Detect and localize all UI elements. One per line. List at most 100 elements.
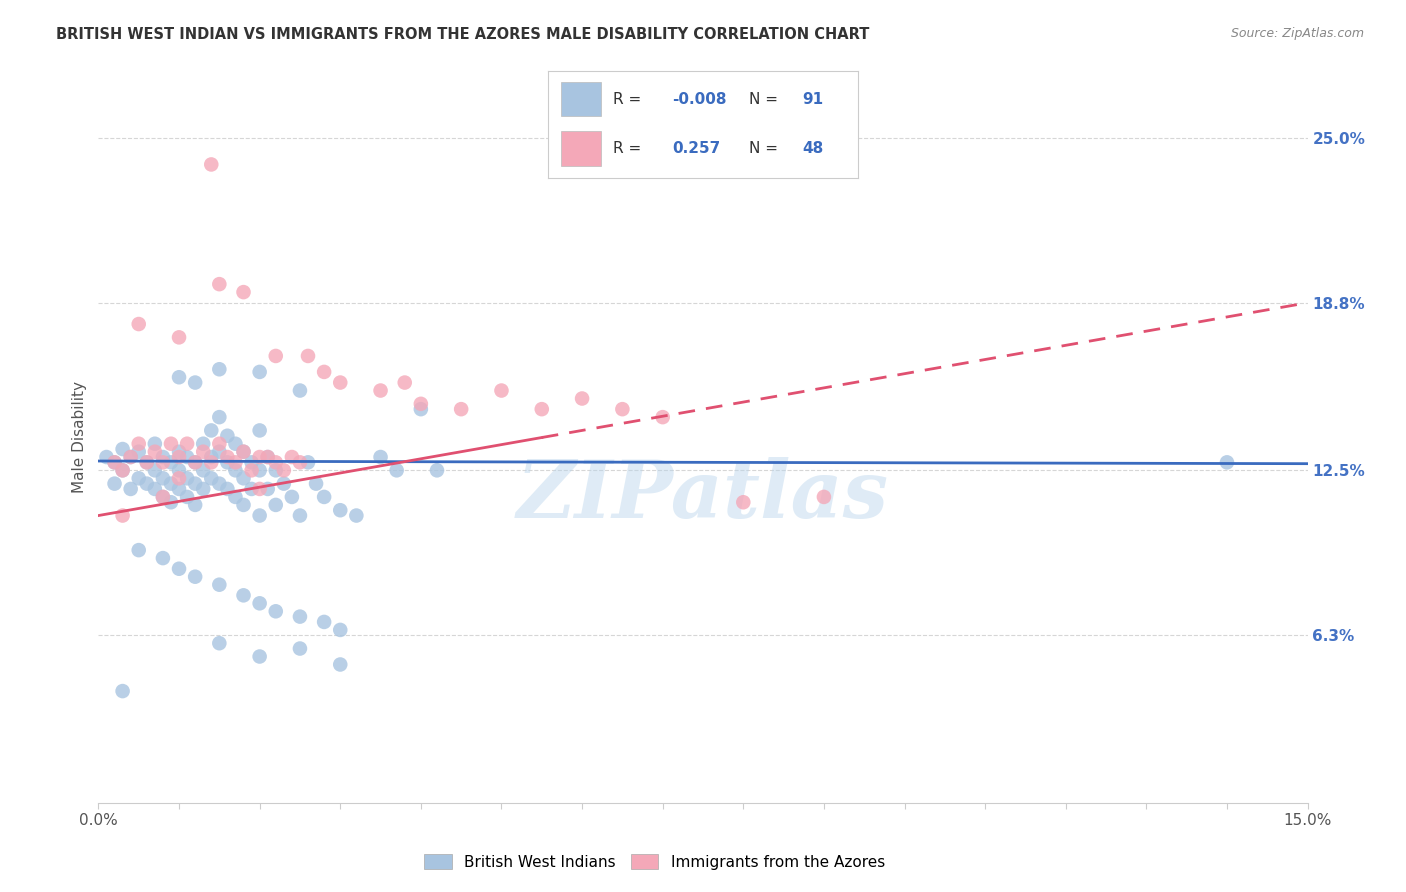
Point: [184, 376, 207, 390]
Point: [232, 498, 254, 512]
Point: [224, 463, 246, 477]
Point: [128, 436, 150, 450]
Point: [208, 636, 231, 650]
Point: [249, 424, 271, 438]
Point: [813, 490, 835, 504]
Point: [143, 436, 166, 450]
Point: [193, 444, 215, 458]
Point: [217, 429, 239, 443]
Point: [208, 476, 231, 491]
Point: [240, 463, 263, 477]
Point: [208, 436, 231, 450]
Point: [200, 471, 222, 485]
Point: [184, 455, 207, 469]
Point: [264, 349, 287, 363]
Point: [329, 376, 352, 390]
Point: [120, 482, 142, 496]
Point: [297, 455, 319, 469]
Point: [193, 436, 215, 450]
Text: -0.008: -0.008: [672, 92, 727, 107]
Point: [314, 490, 336, 504]
Point: [288, 641, 311, 656]
Point: [232, 444, 254, 458]
Point: [200, 157, 222, 171]
Point: [249, 463, 271, 477]
Point: [200, 424, 222, 438]
Point: [370, 450, 392, 464]
Point: [249, 482, 271, 496]
Point: [232, 588, 254, 602]
Point: [208, 444, 231, 458]
Point: [264, 498, 287, 512]
Point: [176, 450, 198, 464]
Point: [152, 490, 174, 504]
Point: [184, 476, 207, 491]
Point: [217, 450, 239, 464]
Point: [184, 570, 207, 584]
Point: [111, 463, 134, 477]
Point: [111, 463, 134, 477]
Point: [160, 476, 183, 491]
Point: [103, 455, 125, 469]
Point: [232, 444, 254, 458]
Point: [152, 450, 174, 464]
Point: [249, 649, 271, 664]
Point: [612, 402, 634, 417]
Point: [256, 450, 278, 464]
Point: [288, 508, 311, 523]
Text: BRITISH WEST INDIAN VS IMMIGRANTS FROM THE AZORES MALE DISABILITY CORRELATION CH: BRITISH WEST INDIAN VS IMMIGRANTS FROM T…: [56, 27, 870, 42]
Point: [249, 596, 271, 610]
Point: [120, 450, 142, 464]
Point: [232, 285, 254, 299]
Point: [143, 463, 166, 477]
Point: [329, 503, 352, 517]
Point: [167, 444, 190, 458]
Point: [208, 277, 231, 292]
Point: [167, 562, 190, 576]
Point: [135, 455, 157, 469]
Point: [167, 450, 190, 464]
Point: [409, 397, 432, 411]
Point: [240, 482, 263, 496]
Point: [273, 463, 295, 477]
Point: [249, 365, 271, 379]
Point: [103, 455, 125, 469]
Point: [135, 455, 157, 469]
Point: [273, 476, 295, 491]
Point: [103, 476, 125, 491]
Point: [224, 490, 246, 504]
Point: [288, 455, 311, 469]
Point: [200, 455, 222, 469]
Point: [120, 450, 142, 464]
Point: [208, 362, 231, 376]
Point: [217, 482, 239, 496]
Point: [160, 455, 183, 469]
Point: [143, 482, 166, 496]
Point: [167, 471, 190, 485]
Point: [128, 543, 150, 558]
Point: [394, 376, 416, 390]
Point: [160, 495, 183, 509]
Text: R =: R =: [613, 92, 641, 107]
Point: [111, 442, 134, 456]
Point: [135, 476, 157, 491]
Point: [1216, 455, 1239, 469]
Text: 91: 91: [801, 92, 823, 107]
Point: [281, 450, 304, 464]
Point: [314, 615, 336, 629]
Point: [128, 444, 150, 458]
Point: [224, 455, 246, 469]
Point: [256, 482, 278, 496]
Point: [167, 330, 190, 344]
Point: [571, 392, 593, 406]
Point: [208, 410, 231, 425]
Point: [208, 577, 231, 591]
Point: [167, 370, 190, 384]
Point: [249, 450, 271, 464]
Text: 0.257: 0.257: [672, 141, 720, 156]
Point: [256, 450, 278, 464]
Point: [426, 463, 449, 477]
Point: [160, 436, 183, 450]
Point: [184, 498, 207, 512]
Legend: British West Indians, Immigrants from the Azores: British West Indians, Immigrants from th…: [418, 847, 891, 876]
